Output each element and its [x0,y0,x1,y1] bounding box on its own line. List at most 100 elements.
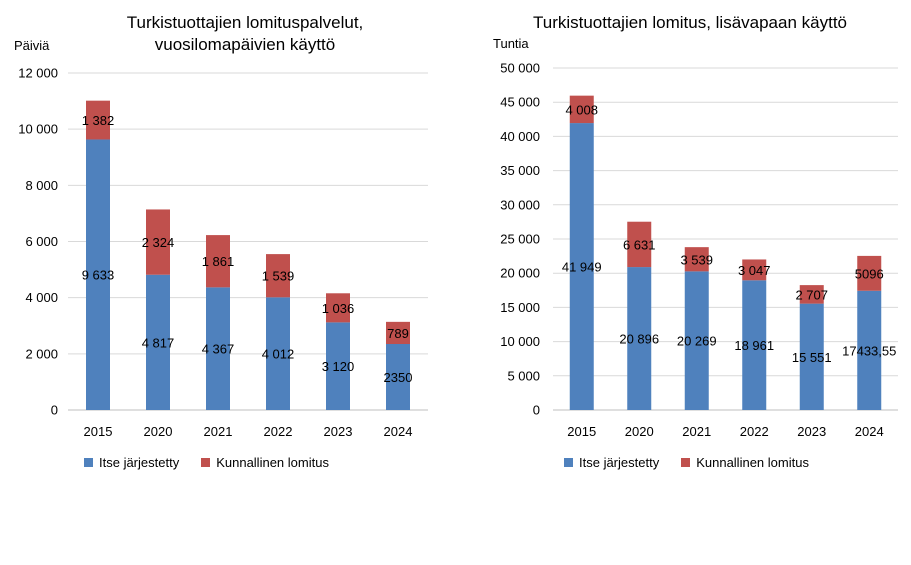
bar-kunnallinen [799,285,824,304]
data-label-itse: 41 949 [562,260,602,275]
x-tick-label: 2022 [264,424,293,439]
x-tick-label: 2015 [84,424,113,439]
x-tick-label: 2022 [740,424,769,439]
bar-kunnallinen [86,100,110,140]
bar-kunnallinen [857,255,882,291]
y-tick-label: 25 000 [500,232,540,247]
x-tick-label: 2020 [625,424,654,439]
chart-title-line2: vuosilomapäivien käyttö [154,35,336,54]
y-tick-label: 45 000 [500,95,540,110]
data-label-itse: 9 633 [82,268,115,283]
y-axis-unit-label: Päiviä [14,38,50,53]
chart-title: Turkistuottajien lomitus, lisävapaan käy… [490,12,890,34]
bar-itse [684,271,709,410]
legend-swatch-kunnallinen [681,458,691,467]
data-label-kunnallinen: 789 [387,326,409,341]
y-tick-label: 5 000 [507,368,540,383]
chart-lisavapaa: Turkistuottajien lomitus, lisävapaan käy… [455,0,911,480]
y-tick-label: 10 000 [18,122,58,137]
data-label-kunnallinen: 1 382 [82,113,115,128]
bar-itse [386,344,410,410]
y-tick-label: 30 000 [500,197,540,212]
legend-label-kunnallinen: Kunnallinen lomitus [696,455,809,470]
bar-itse [742,280,767,410]
bar-itse [799,303,824,410]
data-label-itse: 4 817 [142,335,175,350]
data-label-kunnallinen: 2 707 [795,287,828,302]
bar-itse [86,139,110,410]
chart-title-line1: Turkistuottajien lomitus, lisävapaan käy… [532,13,848,32]
bar-kunnallinen [146,209,170,275]
data-label-itse: 20 896 [619,332,659,347]
legend-swatch-itse [84,458,93,467]
bar-itse [206,287,230,410]
y-tick-label: 8 000 [25,178,58,193]
bar-kunnallinen [326,293,350,323]
chart-vuosilomapaivat: Turkistuottajien lomituspalvelut, vuosil… [0,0,455,480]
data-label-kunnallinen: 2 324 [142,235,175,250]
y-tick-label: 6 000 [25,234,58,249]
plot-area: 0 2 000 4 000 6 000 8 000 10 000 12 000 9 633 1 … [18,66,428,439]
y-tick-label: 12 000 [18,66,58,81]
legend: Itse järjestetty Kunnallinen lomitus [564,455,809,470]
legend: Itse järjestetty Kunnallinen lomitus [84,455,329,470]
x-tick-label: 2024 [855,424,884,439]
legend-item-kunnallinen: Kunnallinen lomitus [201,455,329,470]
legend-item-itse: Itse järjestetty [84,455,179,470]
data-label-itse: 18 961 [734,338,774,353]
bar-kunnallinen [386,321,410,345]
bar-itse [326,322,350,410]
chart-title: Turkistuottajien lomituspalvelut, vuosil… [60,12,430,56]
legend-swatch-kunnallinen [201,458,211,467]
y-tick-label: 35 000 [500,163,540,178]
bar-itse [857,290,882,410]
y-axis-unit-label: Tuntia [493,36,529,51]
x-tick-label: 2021 [204,424,233,439]
y-tick-label: 0 [533,403,540,418]
data-label-itse: 3 120 [322,359,355,374]
y-tick-label: 2 000 [25,346,58,361]
bar-kunnallinen [569,95,594,124]
data-label-itse: 20 269 [677,334,717,349]
x-tick-label: 2015 [567,424,596,439]
y-tick-label: 4 000 [25,290,58,305]
bar-kunnallinen [684,247,709,272]
y-tick-label: 20 000 [500,266,540,281]
legend-swatch-itse [564,458,573,467]
y-tick-label: 40 000 [500,129,540,144]
plot-area: 0 5 000 10 000 15 000 20 000 25 000 30 000 35 0… [500,61,898,439]
bar-itse [146,274,170,410]
x-tick-label: 2020 [144,424,173,439]
y-tick-label: 15 000 [500,300,540,315]
x-tick-label: 2024 [384,424,413,439]
bar-kunnallinen [206,235,230,288]
data-label-itse: 4 012 [262,347,295,362]
data-label-kunnallinen: 3 047 [738,263,771,278]
data-label-kunnallinen: 1 861 [202,254,235,269]
x-tick-label: 2021 [682,424,711,439]
legend-item-kunnallinen: Kunnallinen lomitus [681,455,809,470]
legend-item-itse: Itse järjestetty [564,455,659,470]
data-label-kunnallinen: 5096 [855,266,884,281]
chart-title-line1: Turkistuottajien lomituspalvelut, [126,13,364,32]
bar-kunnallinen [266,254,290,298]
data-label-kunnallinen: 1 539 [262,269,295,284]
legend-label-kunnallinen: Kunnallinen lomitus [216,455,329,470]
data-label-itse: 4 367 [202,342,235,357]
legend-label-itse: Itse järjestetty [99,455,180,470]
bar-kunnallinen [627,221,652,268]
bar-itse [266,297,290,410]
data-label-kunnallinen: 1 036 [322,301,355,316]
data-label-kunnallinen: 6 631 [623,237,656,252]
bar-kunnallinen [742,259,767,281]
y-tick-label: 50 000 [500,61,540,76]
data-label-itse: 15 551 [792,350,832,365]
legend-label-itse: Itse järjestetty [579,455,660,470]
y-tick-label: 0 [51,403,58,418]
data-label-kunnallinen: 3 539 [680,252,713,267]
bar-itse [569,123,594,410]
data-label-itse: 2350 [384,370,413,385]
y-tick-label: 10 000 [500,334,540,349]
data-label-itse: 17433,55 [842,343,896,358]
data-label-kunnallinen: 4 008 [565,102,598,117]
